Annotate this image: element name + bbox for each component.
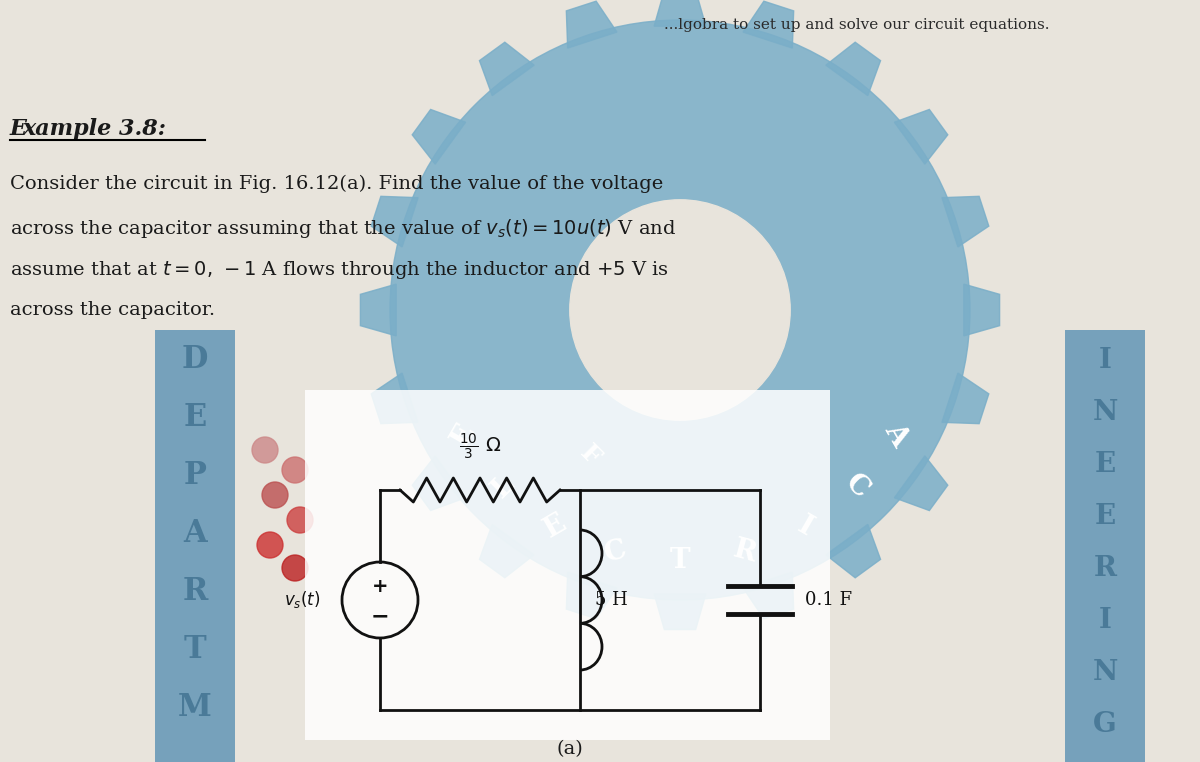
Text: +: + xyxy=(372,577,389,595)
Polygon shape xyxy=(654,594,706,629)
Text: E: E xyxy=(446,419,480,451)
Polygon shape xyxy=(480,524,534,578)
Polygon shape xyxy=(480,42,534,95)
Polygon shape xyxy=(826,524,881,578)
Text: $\frac{10}{3}\ \Omega$: $\frac{10}{3}\ \Omega$ xyxy=(458,432,502,462)
Text: P: P xyxy=(184,460,206,491)
Polygon shape xyxy=(566,572,617,619)
Bar xyxy=(1066,330,1145,762)
Text: ...lgobra to set up and solve our circuit equations.: ...lgobra to set up and solve our circui… xyxy=(665,18,1050,32)
Text: (a): (a) xyxy=(557,740,583,758)
Text: D: D xyxy=(182,344,208,376)
Text: A: A xyxy=(880,419,913,451)
Text: I: I xyxy=(1098,607,1111,633)
Text: N: N xyxy=(1092,399,1117,425)
Circle shape xyxy=(257,532,283,558)
Circle shape xyxy=(282,555,308,581)
Text: C: C xyxy=(840,469,874,504)
Text: A: A xyxy=(184,518,206,549)
Polygon shape xyxy=(964,284,1000,336)
Text: F: F xyxy=(575,440,605,469)
Text: N: N xyxy=(1092,658,1117,686)
Text: I: I xyxy=(1098,347,1111,373)
Circle shape xyxy=(282,457,308,483)
Polygon shape xyxy=(743,2,793,48)
Text: C: C xyxy=(601,536,630,568)
Text: R: R xyxy=(730,536,760,568)
Bar xyxy=(305,390,830,740)
Text: G: G xyxy=(1093,710,1117,738)
Text: $v_s(t)$: $v_s(t)$ xyxy=(283,590,320,610)
Text: R: R xyxy=(182,577,208,607)
Polygon shape xyxy=(894,456,948,511)
Polygon shape xyxy=(894,110,948,164)
Circle shape xyxy=(287,507,313,533)
Polygon shape xyxy=(654,0,706,26)
Polygon shape xyxy=(360,284,396,336)
Text: across the capacitor assuming that the value of $v_s(t) = 10u(t)$ V and: across the capacitor assuming that the v… xyxy=(10,217,676,240)
Text: E: E xyxy=(184,402,206,434)
Text: −: − xyxy=(371,606,389,626)
Text: xample 3.8:: xample 3.8: xyxy=(22,118,166,140)
Polygon shape xyxy=(371,197,418,247)
Bar xyxy=(155,330,235,762)
Text: E: E xyxy=(539,510,571,543)
Circle shape xyxy=(252,437,278,463)
Polygon shape xyxy=(371,373,418,424)
Text: R: R xyxy=(1093,555,1116,581)
Text: T: T xyxy=(670,546,690,574)
Polygon shape xyxy=(826,42,881,95)
Text: E: E xyxy=(10,118,28,140)
Text: 5 H: 5 H xyxy=(595,591,628,609)
Circle shape xyxy=(390,20,970,600)
Text: T: T xyxy=(184,635,206,665)
Text: assume that at $t = 0,\,-1$ A flows through the inductor and $+5$ V is: assume that at $t = 0,\,-1$ A flows thro… xyxy=(10,259,668,281)
Text: E: E xyxy=(1094,502,1116,530)
Polygon shape xyxy=(942,197,989,247)
Text: Consider the circuit in Fig. 16.12(a). Find the value of the voltage: Consider the circuit in Fig. 16.12(a). F… xyxy=(10,175,664,194)
Polygon shape xyxy=(743,572,793,619)
Text: M: M xyxy=(178,693,212,723)
Text: 0.1 F: 0.1 F xyxy=(805,591,852,609)
Text: across the capacitor.: across the capacitor. xyxy=(10,301,215,319)
Text: L: L xyxy=(487,470,520,503)
Polygon shape xyxy=(413,456,466,511)
Circle shape xyxy=(570,200,791,420)
Circle shape xyxy=(262,482,288,508)
Text: I: I xyxy=(793,511,817,542)
Polygon shape xyxy=(413,110,466,164)
Polygon shape xyxy=(566,2,617,48)
Polygon shape xyxy=(942,373,989,424)
Text: E: E xyxy=(1094,450,1116,478)
